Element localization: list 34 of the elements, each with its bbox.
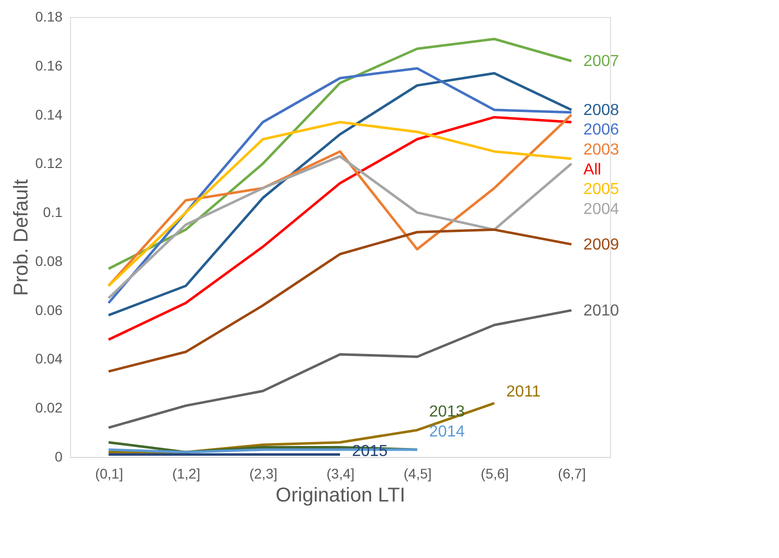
y-tick-label: 0.12	[35, 155, 63, 172]
x-tick-label: (5,6]	[480, 466, 509, 482]
y-tick-label: 0.16	[35, 57, 63, 74]
line-series	[107, 228, 573, 373]
series-label: 2007	[583, 53, 620, 70]
series-label: 2008	[583, 102, 620, 119]
x-tick-label: (2,3]	[249, 466, 278, 482]
x-tick-label: (0,1]	[95, 466, 124, 482]
y-axis-title: Prob. Default	[10, 178, 32, 296]
text: 2004	[583, 200, 620, 218]
y-tick-label: 0.14	[35, 106, 63, 122]
y-tick-label: 0.1	[43, 204, 63, 220]
text: All	[583, 161, 602, 178]
series-label: 2011	[506, 384, 541, 401]
series-label: 2010	[583, 302, 620, 320]
y-tick-label: 0.08	[35, 252, 63, 269]
x-tick-label: (6,7]	[558, 466, 586, 482]
series-label: 2013	[429, 403, 465, 420]
series-label: 2009	[583, 236, 620, 254]
y-tick-label: 0.06	[35, 302, 63, 318]
x-axis-title: Origination LTI	[276, 484, 406, 506]
series-label: 2006	[583, 122, 620, 139]
series-label: 2005	[583, 181, 620, 198]
line-series	[107, 155, 573, 300]
y-tick-label: 0.04	[35, 350, 63, 367]
x-tick-label: (1,2]	[172, 466, 200, 482]
y-tick-label: 0.02	[35, 400, 63, 416]
series-label: 2014	[429, 423, 465, 440]
x-tick-label: (4,5]	[404, 466, 432, 482]
y-tick-label: 0	[54, 448, 63, 464]
y-tick-label: 0.18	[35, 8, 63, 24]
line-series	[107, 116, 573, 341]
x-tick-label: (3,4]	[326, 466, 355, 482]
series-label: 2003	[583, 141, 620, 158]
